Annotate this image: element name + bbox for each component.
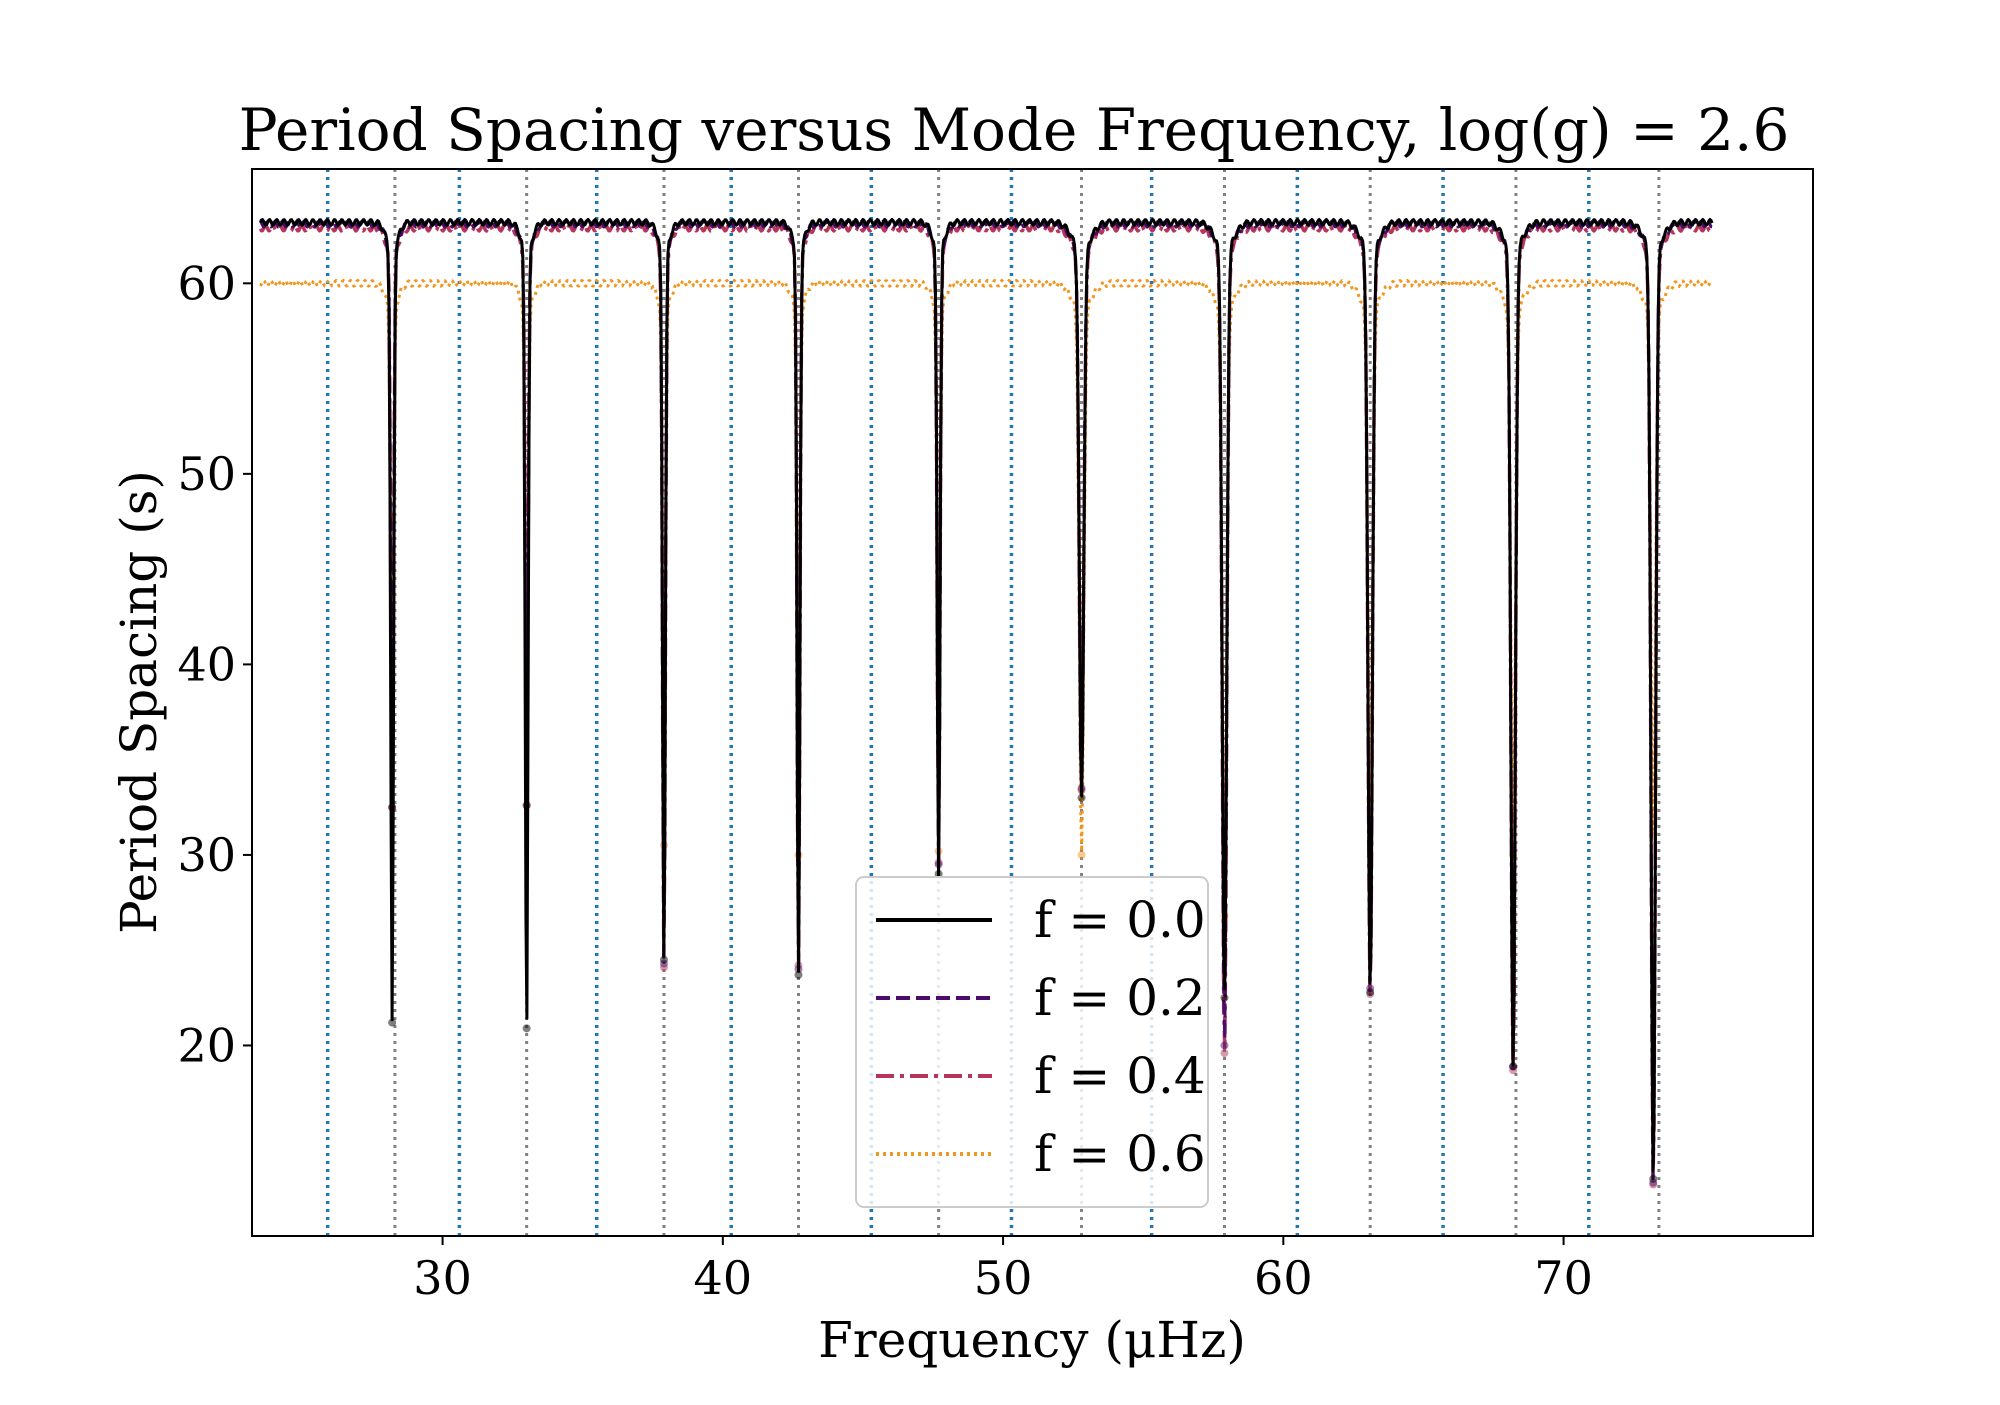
y-tick-label: 60 (177, 256, 236, 310)
x-tick-label: 50 (974, 1251, 1033, 1305)
y-tick-label: 50 (177, 447, 236, 501)
y-tick-label: 30 (177, 828, 236, 882)
legend-label: f = 0.4 (1034, 1047, 1206, 1105)
legend: f = 0.0 f = 0.2 f = 0.4 f = 0.6 (855, 876, 1209, 1208)
series-layer (258, 218, 1714, 1189)
y-tick-label: 40 (177, 637, 236, 691)
y-axis-label: Period Spacing (s) (110, 470, 168, 934)
y-axis: 20 30 40 50 60 (177, 256, 252, 1072)
dip-minimum-point (1077, 850, 1086, 859)
dip-minimum-point (1220, 1041, 1229, 1050)
x-tick-label: 40 (694, 1251, 753, 1305)
x-axis: 30 40 50 60 70 (413, 1236, 1593, 1305)
dip-minimum-point (1220, 993, 1229, 1002)
series-line (259, 279, 1713, 912)
dip-minimum-point (1220, 1049, 1229, 1058)
dip-minimum-point (1366, 988, 1375, 997)
dip-minimum-point (1649, 1174, 1658, 1183)
chart-title: Period Spacing versus Mode Frequency, lo… (239, 96, 1790, 164)
dip-minimum-point (388, 1018, 397, 1027)
x-axis-label: Frequency (μHz) (818, 1311, 1246, 1369)
x-tick-label: 70 (1534, 1251, 1593, 1305)
dip-minimum-point (1509, 1062, 1518, 1071)
x-tick-label: 60 (1254, 1251, 1313, 1305)
plot-frame (251, 168, 1814, 1237)
legend-box (855, 876, 1209, 1208)
dip-minimum-point (659, 955, 668, 964)
dip-minimum-point (1077, 793, 1086, 802)
legend-label: f = 0.6 (1034, 1125, 1206, 1183)
legend-label: f = 0.0 (1034, 891, 1206, 949)
legend-label: f = 0.2 (1034, 969, 1206, 1027)
x-tick-label: 30 (413, 1251, 472, 1305)
dip-minimum-point (794, 970, 803, 979)
dip-minimum-point (934, 869, 943, 878)
series-line (259, 218, 1714, 1173)
y-tick-label: 20 (177, 1018, 236, 1072)
dip-minimum-point (522, 1024, 531, 1033)
series-line (258, 223, 1714, 1182)
